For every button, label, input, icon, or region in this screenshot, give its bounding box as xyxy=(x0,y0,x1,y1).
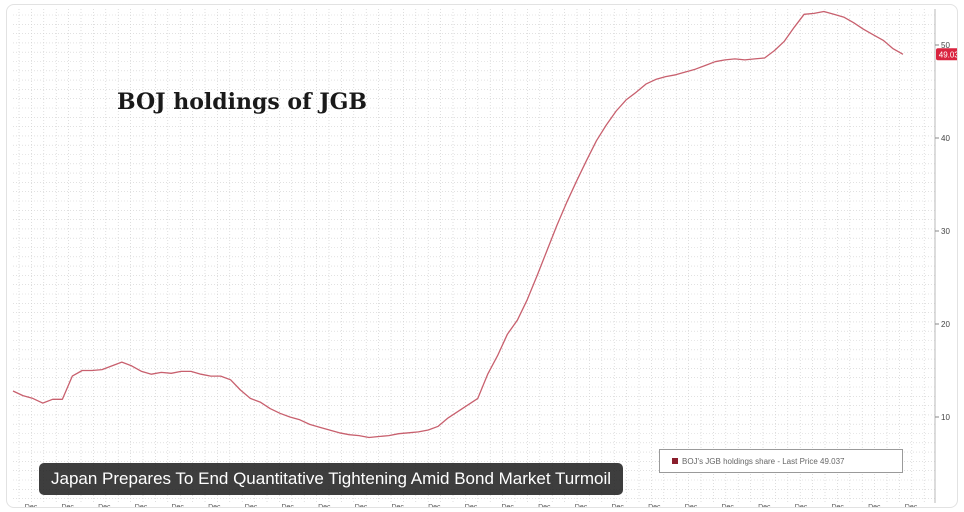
y-tick-label: 40 xyxy=(941,134,950,143)
x-tick-label: Dec xyxy=(575,504,588,508)
x-tick-label: Dec xyxy=(281,504,294,508)
x-tick-label: Dec xyxy=(135,504,148,508)
x-tick-label: Dec xyxy=(648,504,661,508)
caption-overlay: Japan Prepares To End Quantitative Tight… xyxy=(39,463,624,495)
x-tick-label: Dec xyxy=(208,504,221,508)
y-tick-label: 30 xyxy=(941,227,950,236)
x-tick-label: Dec xyxy=(795,504,808,508)
x-tick-label: Dec xyxy=(171,504,184,508)
x-tick-label: Dec xyxy=(831,504,844,508)
x-tick-label: Dec xyxy=(391,504,404,508)
legend-text: BOJ's JGB holdings share - Last Price 49… xyxy=(682,456,845,466)
y-tick-labels: 10 20 30 40 50 xyxy=(935,41,950,422)
x-tick-label: Dec xyxy=(25,504,38,508)
x-tick-label: Dec xyxy=(428,504,441,508)
legend: BOJ's JGB holdings share - Last Price 49… xyxy=(659,449,903,473)
y-tick-label: 50 xyxy=(941,41,950,50)
x-tick-label: Dec xyxy=(721,504,734,508)
x-tick-label: Dec xyxy=(868,504,881,508)
x-tick-label: Dec xyxy=(501,504,514,508)
x-tick-label: Dec xyxy=(465,504,478,508)
x-tick-label: Dec xyxy=(685,504,698,508)
legend-swatch xyxy=(672,458,678,464)
last-price-label: 49.037 xyxy=(939,50,958,59)
y-tick-label: 10 xyxy=(941,413,950,422)
y-tick-label: 20 xyxy=(941,320,950,329)
x-tick-label: Dec xyxy=(758,504,771,508)
x-tick-label: Dec xyxy=(538,504,551,508)
last-price-marker: 49.037 xyxy=(936,48,958,61)
x-tick-label: Dec xyxy=(318,504,331,508)
series-layer xyxy=(12,10,904,439)
chart-title: BOJ holdings of JGB xyxy=(117,89,368,115)
x-tick-labels: Dec Dec Dec Dec Dec Dec Dec Dec Dec Dec Dec Dec Dec D… xyxy=(25,504,918,508)
x-tick-label: Dec xyxy=(98,504,111,508)
x-tick-label: Dec xyxy=(245,504,258,508)
x-tick-label: Dec xyxy=(611,504,624,508)
x-tick-label: Dec xyxy=(61,504,74,508)
series-line-0 xyxy=(12,10,904,439)
x-tick-label: Dec xyxy=(355,504,368,508)
x-tick-label: Dec xyxy=(905,504,918,508)
chart-card: 10 20 30 40 50 Dec Dec Dec Dec Dec Dec Dec Dec Dec De… xyxy=(6,4,958,508)
plot-area xyxy=(13,9,935,503)
